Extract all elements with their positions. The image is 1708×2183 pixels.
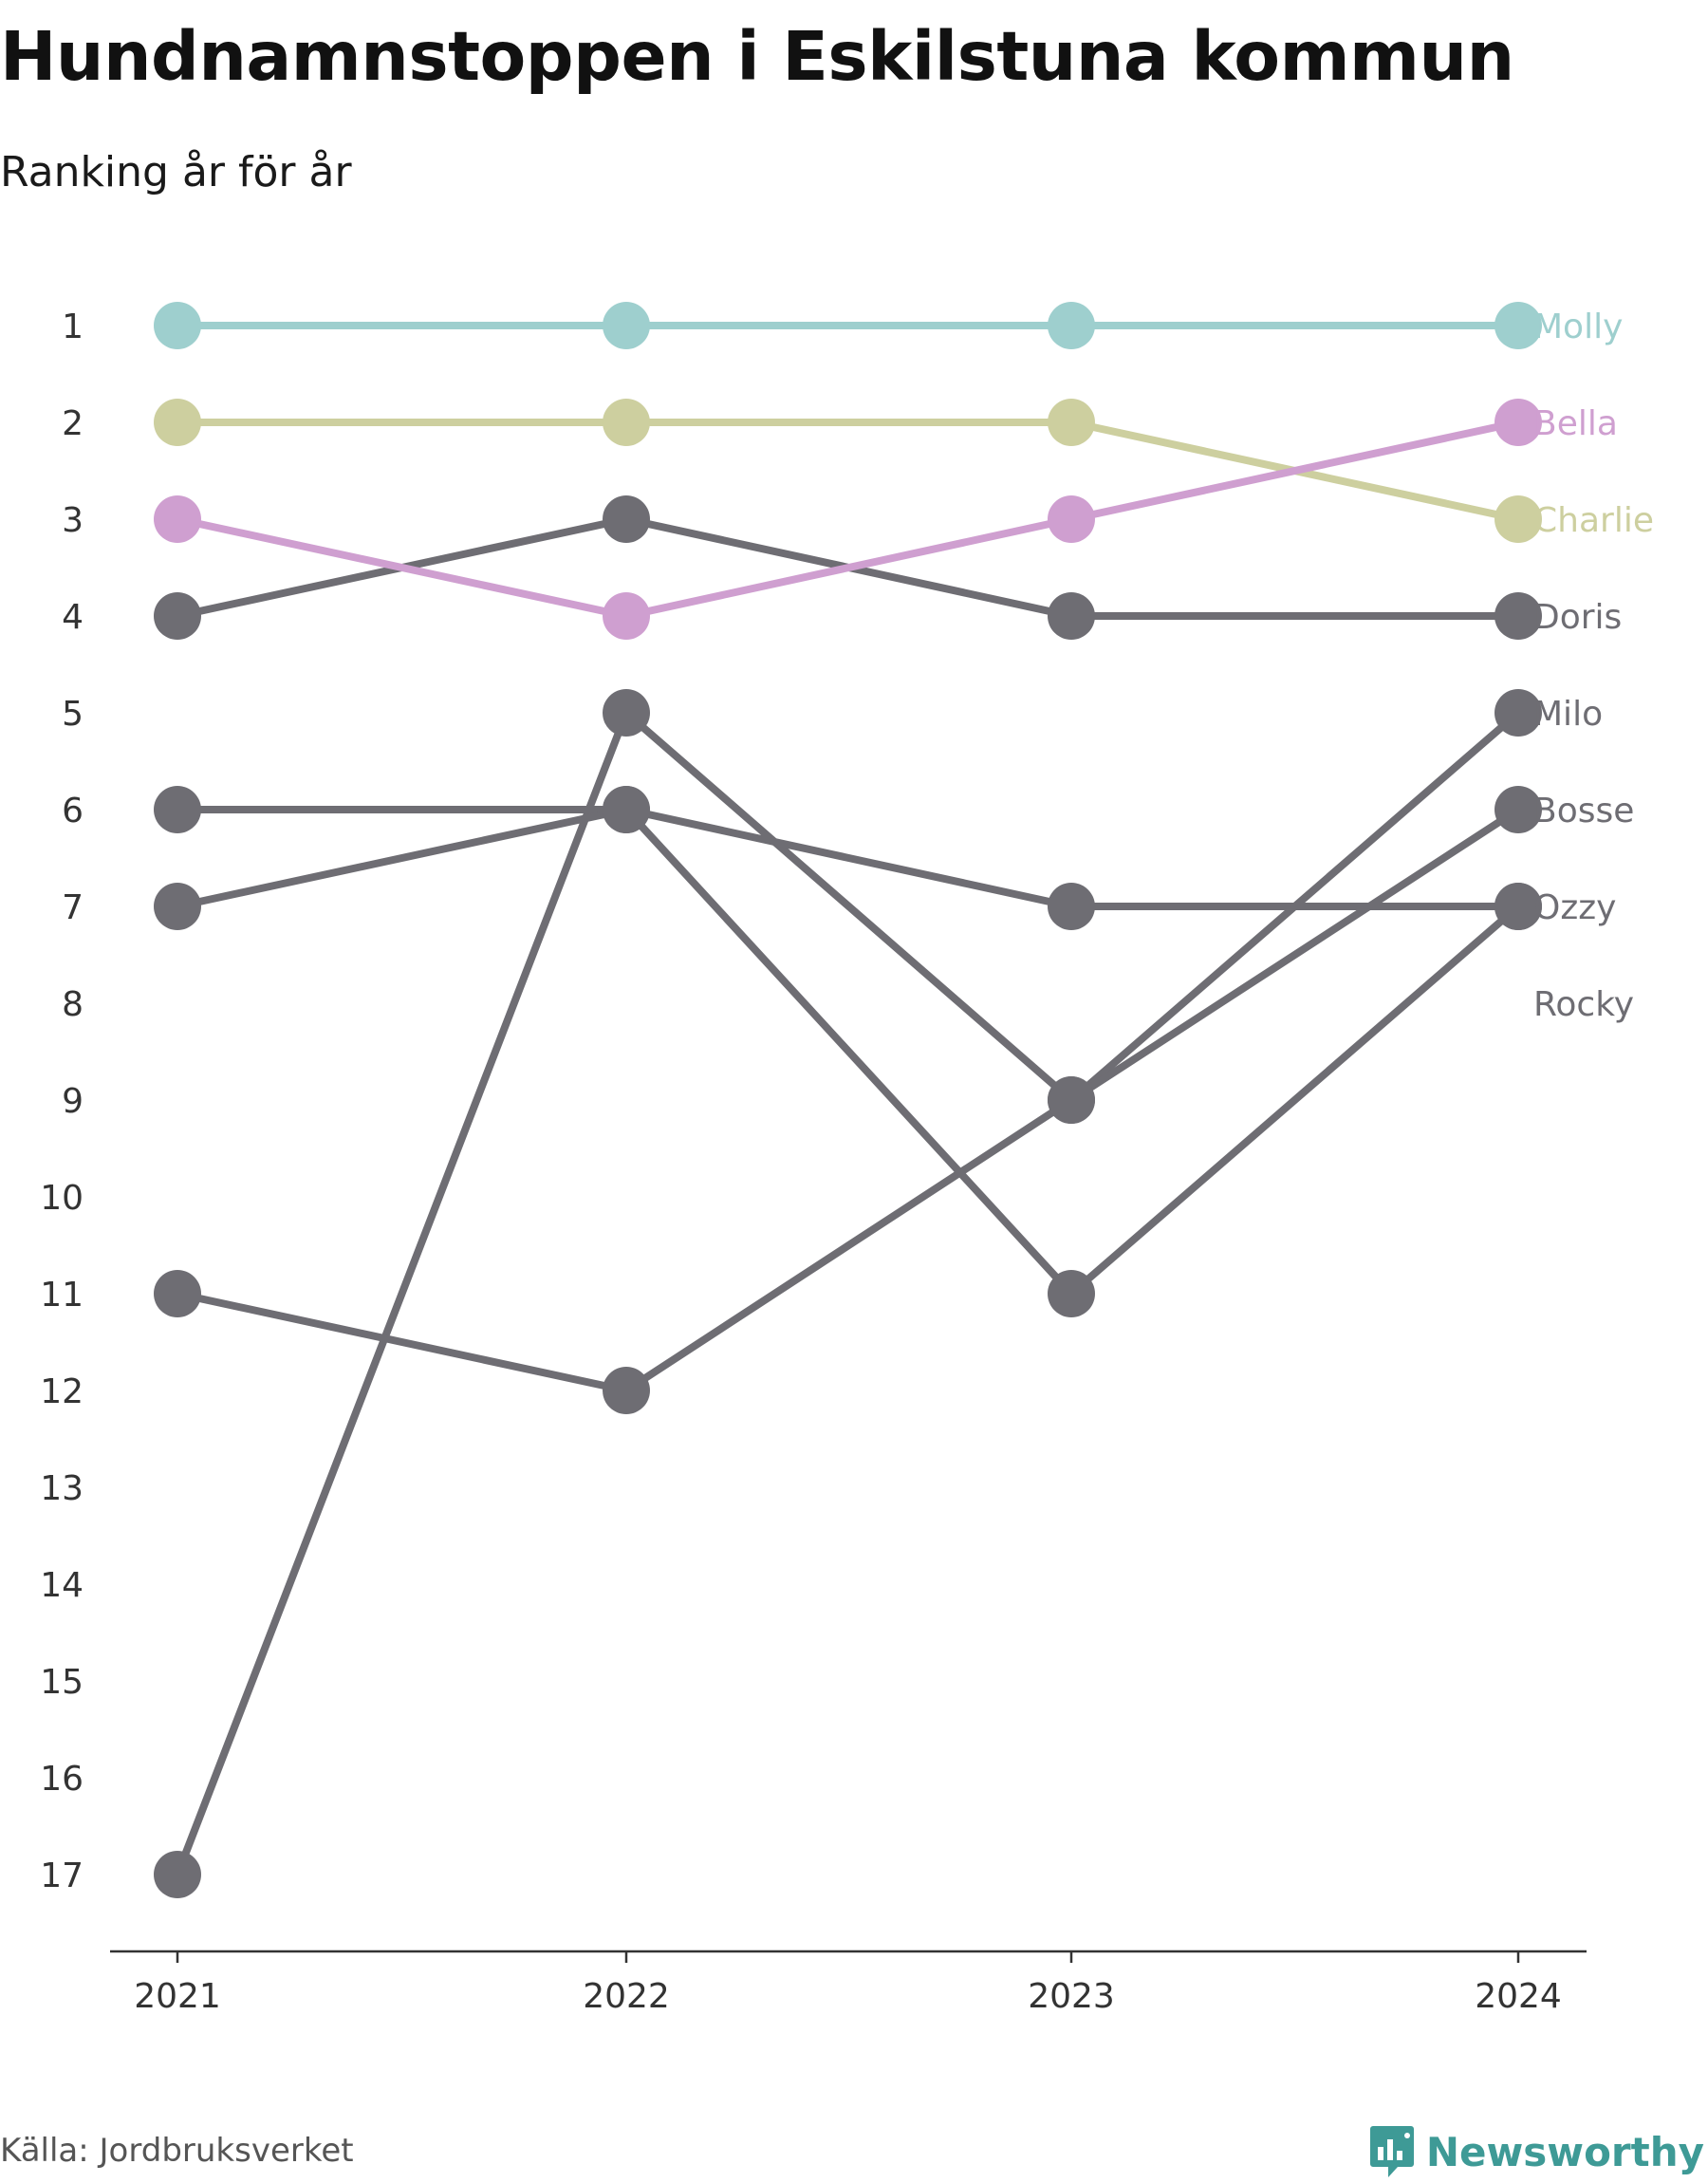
- point-bosse-2021[interactable]: [154, 1270, 201, 1317]
- point-bella-2024[interactable]: [1494, 399, 1542, 446]
- y-tick-label: 5: [62, 695, 84, 734]
- y-tick-label: 14: [40, 1566, 84, 1605]
- source-note: Källa: Jordbruksverket: [0, 2132, 354, 2170]
- newsworthy-logo-icon: [1369, 2126, 1414, 2177]
- series-label-ozzy: Ozzy: [1533, 888, 1616, 927]
- point-doris-2023[interactable]: [1048, 592, 1095, 640]
- point-molly-2022[interactable]: [603, 302, 650, 349]
- point-milo-2022[interactable]: [603, 689, 650, 737]
- series-label-molly: Molly: [1533, 308, 1623, 346]
- y-tick-label: 16: [40, 1760, 84, 1799]
- series-label-charlie: Charlie: [1533, 501, 1654, 540]
- series-label-milo: Milo: [1533, 695, 1603, 734]
- y-tick-label: 8: [62, 985, 84, 1024]
- point-bosse-2022[interactable]: [603, 1367, 650, 1414]
- point-molly-2021[interactable]: [154, 302, 201, 349]
- y-tick-label: 10: [40, 1179, 84, 1218]
- point-charlie-2022[interactable]: [603, 399, 650, 446]
- point-doris-2021[interactable]: [154, 592, 201, 640]
- series-label-bosse: Bosse: [1533, 792, 1634, 830]
- x-tick-label: 2023: [1028, 1977, 1115, 2016]
- point-milo-2024[interactable]: [1494, 689, 1542, 737]
- point-ozzy-2023[interactable]: [1048, 883, 1095, 930]
- series-line-ozzy: [174, 806, 1522, 910]
- y-tick-label: 3: [62, 501, 84, 540]
- series-lines: [174, 322, 1522, 1878]
- point-bosse-2024[interactable]: [1494, 786, 1542, 833]
- series-label-rocky: Rocky: [1533, 985, 1634, 1024]
- y-tick-label: 4: [62, 598, 84, 637]
- point-rocky-2023[interactable]: [1048, 1270, 1095, 1317]
- point-charlie-2021[interactable]: [154, 399, 201, 446]
- series-line-milo: [174, 709, 1522, 1878]
- point-molly-2024[interactable]: [1494, 302, 1542, 349]
- y-tick-label: 2: [62, 404, 84, 443]
- point-ozzy-2021[interactable]: [154, 786, 201, 833]
- y-tick-label: 17: [40, 1856, 84, 1895]
- point-bella-2022[interactable]: [603, 592, 650, 640]
- brand-logo[interactable]: Newsworthy: [1369, 2124, 1704, 2179]
- series-line-rocky: [174, 806, 1522, 1297]
- y-tick-label: 1: [62, 308, 84, 346]
- y-tick-label: 9: [62, 1082, 84, 1121]
- y-tick-label: 11: [40, 1276, 84, 1315]
- series-points: [154, 302, 1542, 1898]
- point-doris-2022[interactable]: [603, 495, 650, 543]
- x-axis: 2021 2022 2023 2024: [110, 1950, 1587, 2016]
- brand-name: Newsworthy: [1425, 2128, 1704, 2175]
- series-line-bosse: [174, 806, 1522, 1394]
- point-charlie-2024[interactable]: [1494, 495, 1542, 543]
- point-charlie-2023[interactable]: [1048, 399, 1095, 446]
- series-label-bella: Bella: [1533, 404, 1618, 443]
- point-rocky-2021[interactable]: [154, 883, 201, 930]
- point-rocky-2024[interactable]: [1494, 883, 1542, 930]
- y-tick-label: 7: [62, 888, 84, 927]
- point-molly-2023[interactable]: [1048, 302, 1095, 349]
- point-bella-2023[interactable]: [1048, 495, 1095, 543]
- x-tick-label: 2021: [134, 1977, 221, 2016]
- chart-title: Hundnamnstoppen i Eskilstuna kommun: [0, 17, 1514, 96]
- y-tick-label: 12: [40, 1372, 84, 1411]
- point-bosse-2023[interactable]: [1048, 1076, 1095, 1124]
- y-tick-label: 6: [62, 792, 84, 830]
- point-doris-2024[interactable]: [1494, 592, 1542, 640]
- y-tick-label: 15: [40, 1663, 84, 1702]
- series-line-bella: [174, 419, 1522, 620]
- series-line-charlie: [174, 419, 1522, 523]
- y-tick-label: 13: [40, 1469, 84, 1508]
- point-milo-2021[interactable]: [154, 1851, 201, 1898]
- x-tick-label: 2022: [583, 1977, 670, 2016]
- chart-subtitle: Ranking år för år: [0, 148, 352, 196]
- x-tick-label: 2024: [1475, 1977, 1562, 2016]
- point-bella-2021[interactable]: [154, 495, 201, 543]
- series-end-labels: Molly Bella Charlie Doris Milo Bosse Ozzy Rocky: [1533, 308, 1654, 1024]
- series-label-doris: Doris: [1533, 598, 1622, 637]
- point-rocky-2022[interactable]: [603, 786, 650, 833]
